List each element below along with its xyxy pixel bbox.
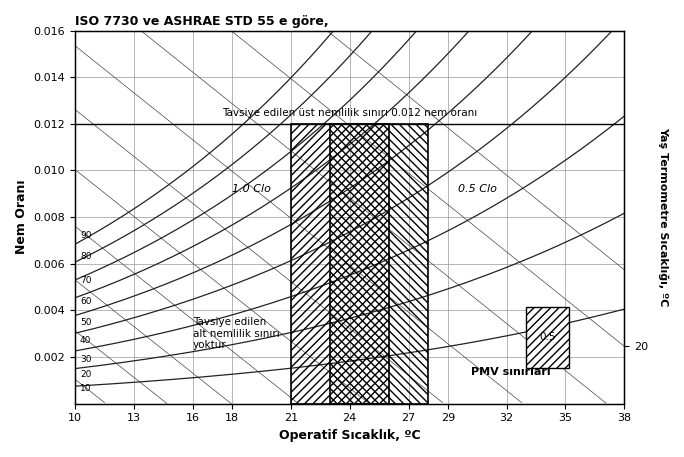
Text: 90: 90 bbox=[80, 231, 92, 240]
Text: Tavsiye edilen
alt nemlilik sınırı
yoktur: Tavsiye edilen alt nemlilik sınırı yoktu… bbox=[193, 317, 280, 351]
Text: 30: 30 bbox=[80, 355, 92, 364]
Bar bbox=[291, 124, 389, 404]
Text: 60: 60 bbox=[80, 297, 92, 306]
Text: 70: 70 bbox=[80, 276, 92, 285]
Bar bbox=[330, 124, 428, 404]
Bar bbox=[526, 307, 569, 367]
Text: PMV sınırları: PMV sınırları bbox=[471, 367, 551, 377]
Text: 10: 10 bbox=[80, 384, 92, 393]
Y-axis label: Yaş Termometre Sıcaklığı, ºC: Yaş Termometre Sıcaklığı, ºC bbox=[659, 128, 669, 307]
Text: 80: 80 bbox=[80, 252, 92, 261]
Y-axis label: Nem Oranı: Nem Oranı bbox=[15, 180, 28, 255]
Text: 1.0 Clo: 1.0 Clo bbox=[232, 184, 271, 194]
Text: 20: 20 bbox=[80, 370, 91, 379]
Text: 40: 40 bbox=[80, 336, 91, 345]
Text: 50: 50 bbox=[80, 318, 92, 327]
Text: Tavsiye edilen üst nemlilik sınırı 0.012 nem oranı: Tavsiye edilen üst nemlilik sınırı 0.012… bbox=[222, 108, 477, 118]
Text: ISO 7730 ve ASHRAE STD 55 e göre,: ISO 7730 ve ASHRAE STD 55 e göre, bbox=[75, 15, 328, 28]
Text: 0.5: 0.5 bbox=[540, 332, 556, 342]
X-axis label: Operatif Sıcaklık, ºC: Operatif Sıcaklık, ºC bbox=[279, 429, 421, 442]
Text: 0.5 Clo: 0.5 Clo bbox=[458, 184, 497, 194]
